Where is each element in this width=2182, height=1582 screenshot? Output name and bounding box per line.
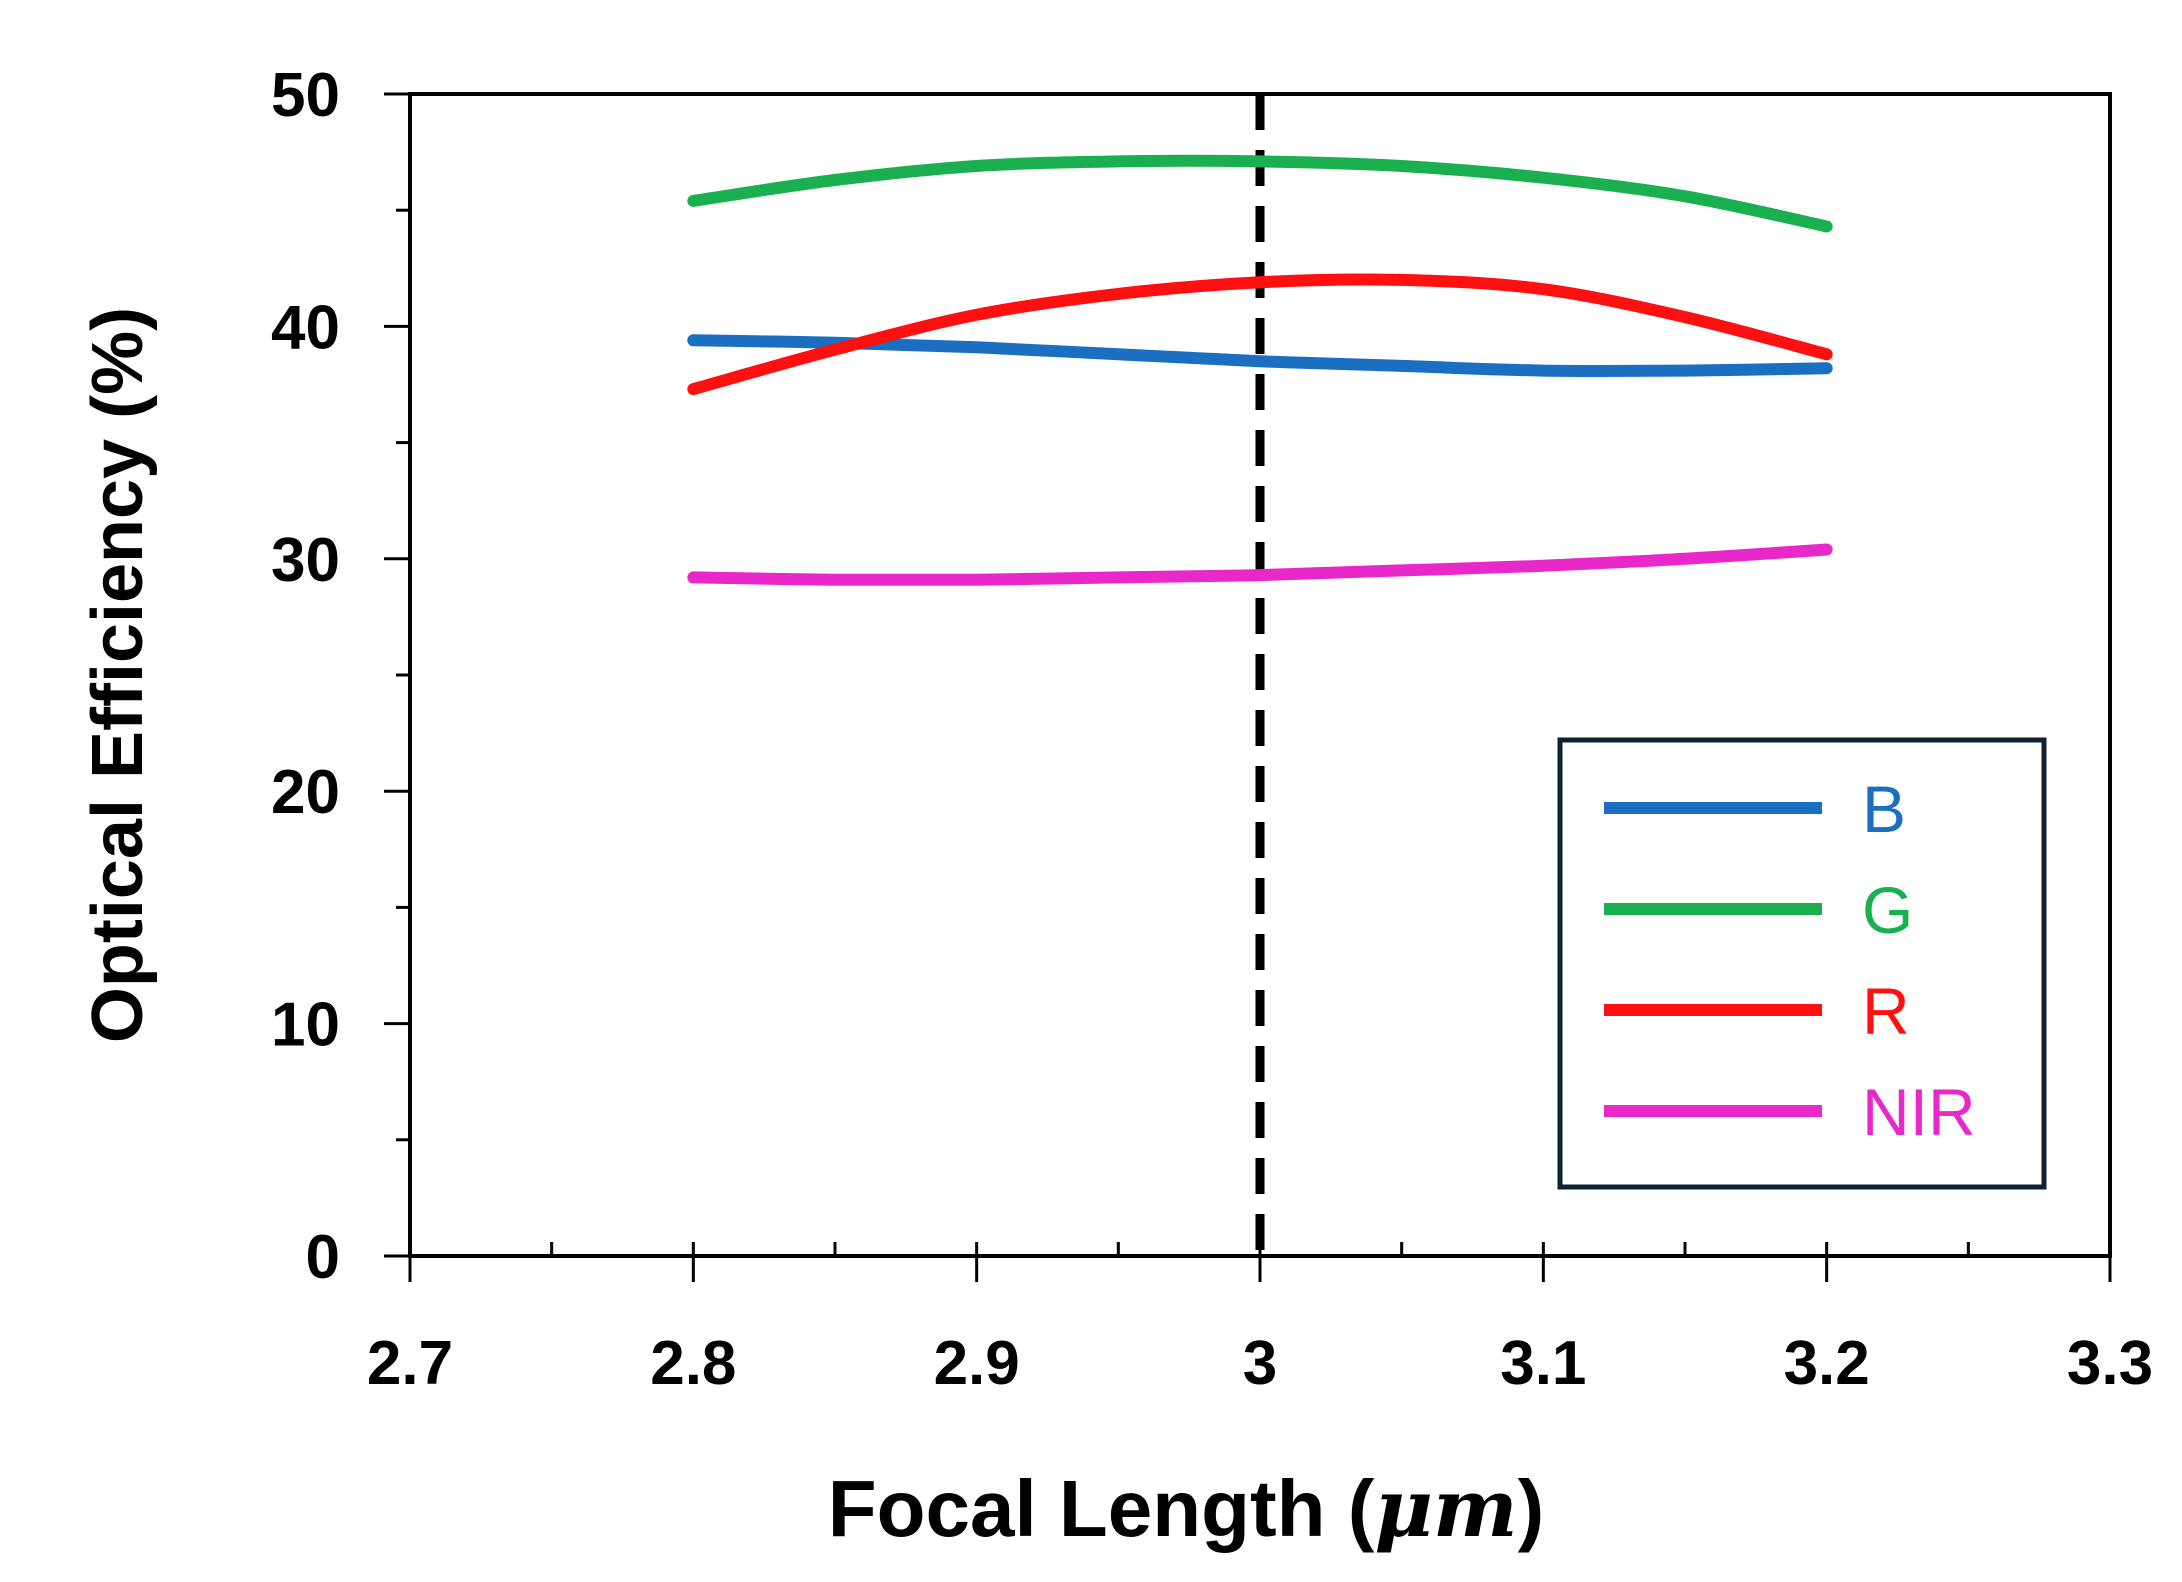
legend: BGR NIR: [1557, 737, 2047, 1190]
legend-label-r: R: [1862, 974, 1910, 1048]
series-line-nir: [687, 543, 1833, 586]
y-tick-label: 20: [271, 758, 340, 827]
x-axis-title-unit: μm: [1374, 1461, 1517, 1555]
y-tick-label: 50: [271, 61, 340, 130]
legend-items: BGR NIR: [1604, 772, 1976, 1149]
y-tick-label: 0: [306, 1223, 340, 1292]
x-axis-title-end: ): [1518, 1464, 1545, 1553]
x-tick-label: 3.3: [2067, 1329, 2153, 1398]
series-layer: [687, 154, 1833, 586]
y-tick-label: 30: [271, 526, 340, 595]
x-tick-label: 3.1: [1500, 1329, 1586, 1398]
x-tick-label: 2.8: [650, 1329, 736, 1398]
x-tick-label: 2.9: [934, 1329, 1020, 1398]
legend-label-g: G: [1862, 873, 1913, 947]
x-tick-label: 3: [1243, 1329, 1277, 1398]
x-axis-title-main: Focal Length (: [828, 1464, 1375, 1553]
y-tick-labels: 0 10 20 30 40 50: [271, 61, 340, 1292]
y-tick-label: 10: [271, 991, 340, 1060]
plot-area-frame: [408, 92, 2112, 1258]
y-axis-title: Optical Efficiency (%): [78, 307, 158, 1043]
x-tick-label: 3.2: [1784, 1329, 1870, 1398]
series-line-r: [687, 273, 1833, 396]
x-tick-label: 2.7: [367, 1329, 453, 1398]
x-tick-labels: 2.7 2.8 2.9 3 3.1 3.2 3.3: [367, 1329, 2153, 1398]
x-axis-title: Focal Length (μm): [828, 1461, 1544, 1555]
legend-label-nir: NIR: [1862, 1075, 1976, 1149]
legend-label-b: B: [1862, 772, 1906, 846]
y-tick-label: 40: [271, 293, 340, 362]
series-line-g: [687, 154, 1833, 233]
